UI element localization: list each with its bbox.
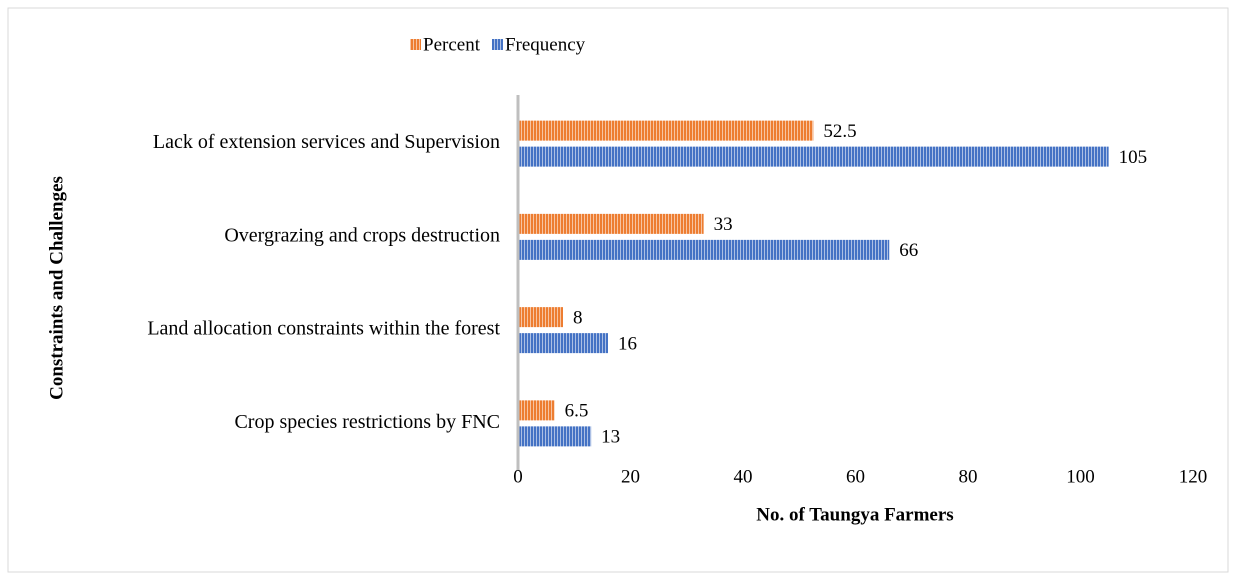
data-label: 105 (1119, 147, 1148, 168)
x-tick-label: 20 (621, 466, 640, 487)
x-axis-title: No. of Taungya Farmers (756, 504, 953, 525)
y-tick-label: Crop species restrictions by FNC (234, 411, 500, 433)
x-tick-label: 60 (846, 466, 865, 487)
x-tick-label: 120 (1179, 466, 1208, 487)
y-axis-title: Constraints and Challenges (46, 176, 67, 400)
bar (518, 426, 592, 447)
bar (518, 120, 814, 141)
data-label: 52.5 (823, 121, 856, 142)
x-tick-label: 80 (959, 466, 978, 487)
bar (518, 213, 704, 234)
x-tick-label: 40 (734, 466, 753, 487)
bar (518, 400, 555, 421)
y-tick-label: Overgrazing and crops destruction (224, 224, 500, 246)
data-label: 13 (601, 427, 620, 448)
bar (518, 307, 563, 328)
data-label: 8 (573, 307, 583, 328)
data-label: 6.5 (565, 401, 589, 422)
x-tick-label: 0 (513, 466, 523, 487)
legend-swatch (491, 39, 503, 50)
data-label: 16 (618, 333, 637, 354)
legend-label: Percent (423, 34, 481, 55)
legend-label: Frequency (505, 34, 586, 55)
bar (518, 333, 608, 354)
legend-swatch (410, 39, 421, 50)
x-tick-label: 100 (1066, 466, 1095, 487)
data-label: 66 (899, 240, 918, 261)
chart-border (7, 7, 1229, 573)
bar (518, 146, 1109, 167)
data-label: 33 (714, 214, 733, 235)
bar (518, 239, 890, 260)
y-tick-label: Land allocation constraints within the f… (147, 318, 500, 340)
y-tick-label: Lack of extension services and Supervisi… (153, 131, 500, 153)
